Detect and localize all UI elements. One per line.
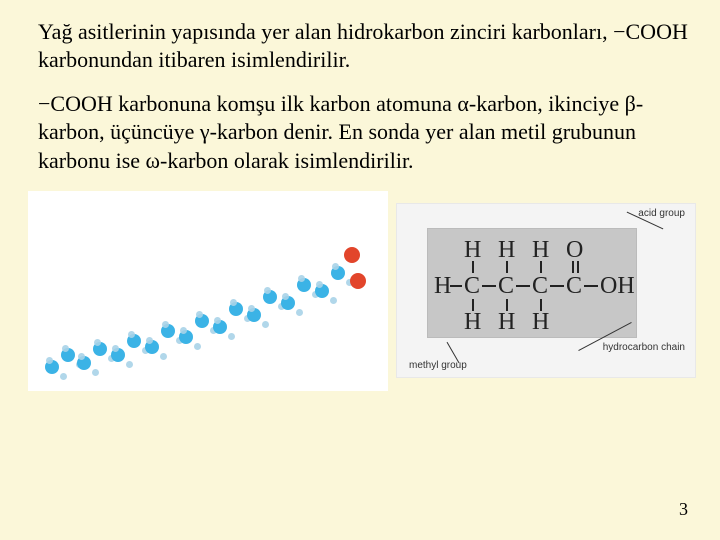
atom-h: H — [532, 309, 549, 336]
atom-h: H — [464, 237, 481, 264]
hydrogen-atom — [112, 345, 119, 352]
hydrogen-atom — [330, 297, 337, 304]
atom-h: H — [434, 273, 451, 300]
structural-formula-figure: H H C H H C H H C H O — [396, 203, 696, 378]
oxygen-atom — [350, 273, 366, 289]
hydrogen-atom — [282, 293, 289, 300]
atom-c: C — [566, 273, 582, 300]
structural-box: H H C H H C H H C H O — [427, 228, 637, 338]
hydrogen-atom — [60, 373, 67, 380]
figures-row: H H C H H C H H C H O — [0, 191, 720, 391]
hydrogen-atom — [92, 369, 99, 376]
hydrogen-atom — [296, 309, 303, 316]
atom-h: H — [464, 309, 481, 336]
hydrogen-atom — [316, 281, 323, 288]
hydrogen-atom — [194, 343, 201, 350]
hydrogen-atom — [126, 361, 133, 368]
hydrogen-atom — [230, 299, 237, 306]
hydrogen-atom — [162, 321, 169, 328]
hydrogen-atom — [78, 353, 85, 360]
atom-h: H — [532, 237, 549, 264]
hydrogen-atom — [62, 345, 69, 352]
atom-oh: OH — [600, 273, 635, 300]
hydrogen-atom — [196, 311, 203, 318]
oxygen-atom — [344, 247, 360, 263]
atom-h: H — [498, 237, 515, 264]
hydrogen-atom — [298, 275, 305, 282]
hydrogen-atom — [180, 327, 187, 334]
hydrogen-atom — [332, 263, 339, 270]
hydrogen-atom — [160, 353, 167, 360]
molecule-3d-figure — [28, 191, 388, 391]
hydrogen-atom — [46, 357, 53, 364]
atom-h: H — [498, 309, 515, 336]
hydrogen-atom — [146, 337, 153, 344]
hydrogen-atom — [264, 287, 271, 294]
hydrogen-atom — [262, 321, 269, 328]
hydrogen-atom — [214, 317, 221, 324]
label-acid-group: acid group — [638, 208, 685, 219]
page-number: 3 — [679, 499, 688, 520]
hydrogen-atom — [128, 331, 135, 338]
label-hydrocarbon-chain: hydrocarbon chain — [603, 342, 685, 353]
hydrogen-atom — [94, 339, 101, 346]
hydrogen-atom — [248, 305, 255, 312]
paragraph-1: Yağ asitlerinin yapısında yer alan hidro… — [38, 18, 692, 74]
atom-c: C — [532, 273, 548, 300]
paragraph-2: −COOH karbonuna komşu ilk karbon atomuna… — [38, 90, 692, 174]
hydrogen-atom — [228, 333, 235, 340]
atom-o: O — [566, 237, 583, 264]
atom-c: C — [498, 273, 514, 300]
atom-c: C — [464, 273, 480, 300]
